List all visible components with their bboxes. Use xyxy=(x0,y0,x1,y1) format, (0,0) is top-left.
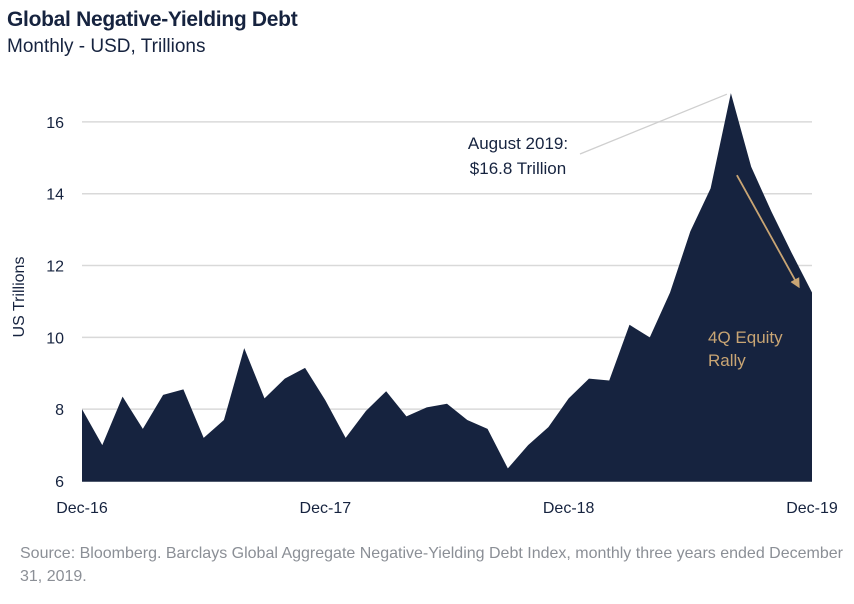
rally-arrow xyxy=(736,174,800,289)
area-fill xyxy=(82,93,812,482)
y-tick-label: 10 xyxy=(46,330,64,347)
callout-leader-line xyxy=(579,93,728,155)
y-tick-label: 6 xyxy=(55,474,64,491)
chart-title: Global Negative-Yielding Debt xyxy=(7,8,298,31)
x-tick-label: Dec-17 xyxy=(300,500,352,517)
x-axis-ticks: Dec-16 Dec-17 Dec-18 Dec-19 xyxy=(56,500,838,517)
rally-label-line-2: Rally xyxy=(708,351,746,370)
y-tick-label: 12 xyxy=(46,259,64,276)
rally-label-line-1: 4Q Equity xyxy=(708,328,783,347)
callout-label-line-2: $16.8 Trillion xyxy=(470,159,566,178)
callout-label-line-1: August 2019: xyxy=(468,134,568,153)
y-tick-label: 8 xyxy=(55,402,64,419)
y-axis-title: US Trillions xyxy=(11,257,28,338)
chart-subtitle: Monthly - USD, Trillions xyxy=(7,36,206,57)
y-tick-label: 14 xyxy=(46,187,64,204)
x-tick-label: Dec-16 xyxy=(56,500,108,517)
area-series xyxy=(82,93,812,482)
y-axis-ticks: 6 8 10 12 14 16 xyxy=(46,115,64,491)
annotations xyxy=(579,93,800,289)
source-note: Source: Bloomberg. Barclays Global Aggre… xyxy=(20,545,843,585)
y-tick-label: 16 xyxy=(46,115,64,132)
x-tick-label: Dec-18 xyxy=(543,500,595,517)
x-tick-label: Dec-19 xyxy=(786,500,838,517)
